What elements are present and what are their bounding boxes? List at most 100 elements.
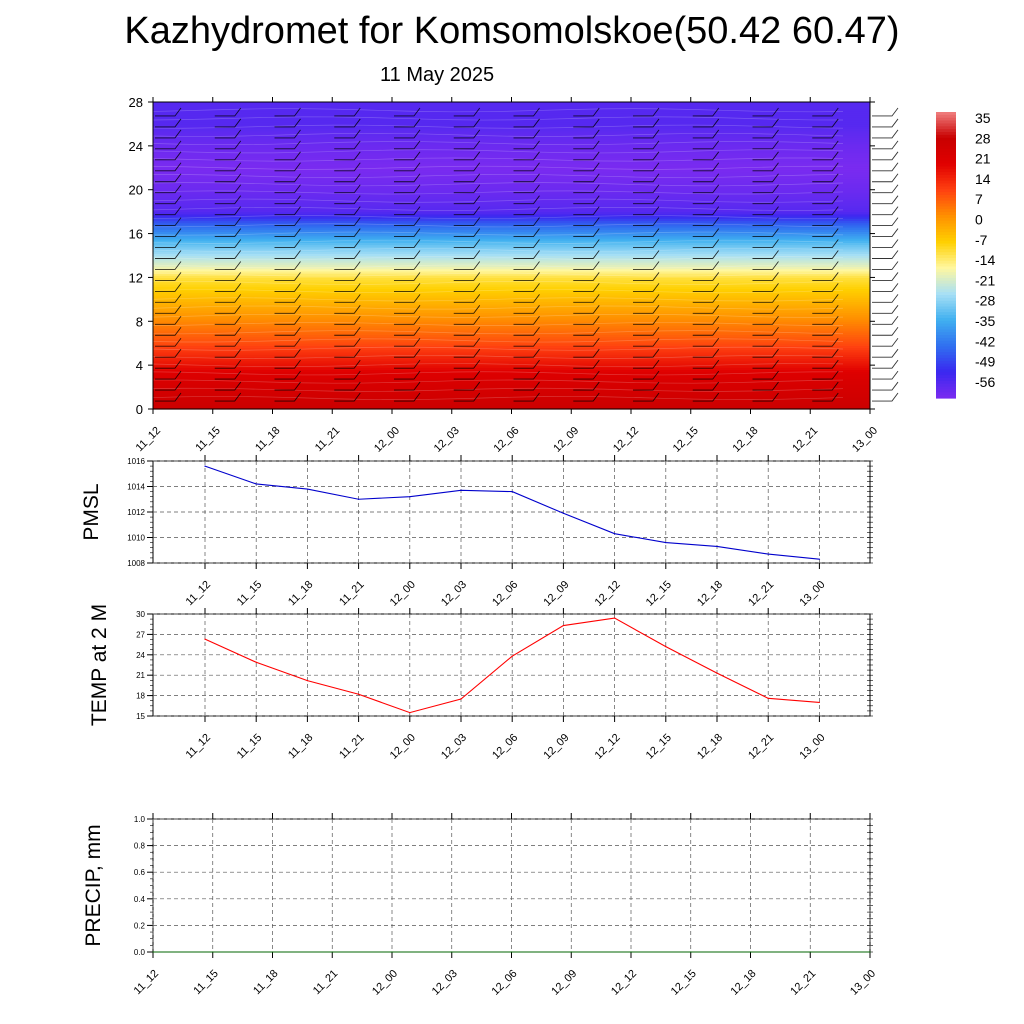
isoline bbox=[152, 396, 844, 400]
colorbar-swatch bbox=[936, 189, 956, 193]
heatmap-band bbox=[153, 376, 870, 379]
wind-barb bbox=[334, 272, 361, 281]
heatmap-band bbox=[153, 404, 870, 408]
wind-barb bbox=[633, 173, 660, 183]
wind-barb bbox=[274, 326, 301, 336]
colorbar-swatch bbox=[936, 372, 956, 376]
x-tick-label: 12_21 bbox=[746, 579, 776, 609]
colorbar-swatch bbox=[936, 169, 956, 173]
heatmap-band bbox=[153, 194, 870, 197]
isoline bbox=[152, 116, 844, 121]
wind-barb bbox=[453, 316, 481, 325]
wind-barb bbox=[155, 348, 182, 358]
colorbar-swatch bbox=[936, 149, 956, 153]
heatmap-band bbox=[153, 349, 870, 353]
wind-barb bbox=[274, 316, 301, 325]
heatmap-band bbox=[153, 244, 870, 248]
wind-barb bbox=[394, 261, 421, 270]
heatmap-band bbox=[153, 325, 870, 329]
wind-barb bbox=[633, 206, 660, 216]
wind-barb bbox=[453, 326, 481, 336]
heatmap-band bbox=[153, 224, 870, 228]
heatmap-band bbox=[153, 235, 870, 239]
wind-barb bbox=[573, 261, 600, 270]
wind-barb bbox=[692, 206, 720, 216]
wind-barb bbox=[453, 206, 481, 216]
wind-barb bbox=[274, 283, 301, 292]
wind-barb bbox=[155, 195, 182, 205]
colorbar-swatch bbox=[936, 263, 956, 268]
wind-barb bbox=[214, 272, 242, 281]
wind-barb bbox=[573, 283, 600, 292]
wind-barb bbox=[752, 195, 779, 205]
isoline bbox=[152, 215, 844, 220]
heatmap-band bbox=[153, 229, 870, 232]
wind-barb bbox=[752, 250, 779, 259]
heatmap-band bbox=[153, 123, 870, 127]
y-tick-label: 1014 bbox=[127, 483, 145, 492]
colorbar-swatch bbox=[936, 172, 956, 176]
heatmap-band bbox=[153, 139, 870, 143]
x-tick-label: 12_00 bbox=[372, 425, 402, 455]
wind-barb bbox=[155, 392, 182, 402]
wind-barb bbox=[812, 184, 839, 194]
colorbar-label: -49 bbox=[975, 354, 995, 370]
heatmap-band bbox=[153, 369, 870, 373]
wind-barb bbox=[394, 326, 421, 336]
isoline bbox=[152, 338, 844, 343]
wind-barb bbox=[513, 118, 540, 128]
wind-barb bbox=[812, 151, 839, 161]
heatmap-band bbox=[153, 141, 870, 145]
wind-barb bbox=[453, 294, 481, 303]
colorbar-swatch bbox=[936, 197, 956, 202]
colorbar-swatch bbox=[936, 357, 956, 362]
data-point bbox=[510, 951, 513, 953]
wind-barb bbox=[155, 129, 182, 139]
colorbar-swatch bbox=[936, 335, 956, 339]
heatmap-band bbox=[153, 253, 870, 257]
colorbar-swatch bbox=[936, 383, 956, 388]
wind-barb bbox=[394, 370, 421, 380]
isoline bbox=[152, 149, 844, 154]
wind-barb bbox=[394, 337, 421, 347]
wind-barb bbox=[155, 217, 182, 227]
colorbar-swatch bbox=[936, 209, 956, 213]
y-tick-label: 27 bbox=[136, 630, 145, 639]
colorbar-swatch bbox=[936, 283, 956, 288]
colorbar-swatch bbox=[936, 112, 956, 116]
wind-barb bbox=[872, 228, 899, 238]
colorbar-swatch bbox=[936, 237, 956, 242]
wind-barb bbox=[334, 151, 361, 161]
wind-barb bbox=[513, 381, 540, 391]
wind-barb bbox=[633, 129, 660, 139]
heatmap-band bbox=[153, 406, 870, 410]
heatmap-band bbox=[153, 301, 870, 305]
heatmap-band bbox=[153, 332, 870, 336]
colorbar-swatch bbox=[936, 337, 956, 342]
wind-barb bbox=[573, 337, 600, 347]
y-axis-title: PMSL bbox=[80, 483, 103, 540]
colorbar-swatch bbox=[936, 395, 956, 399]
page-title: Kazhydromet for Komsomolskoe(50.42 60.47… bbox=[124, 10, 900, 52]
colorbar-swatch bbox=[936, 146, 956, 150]
heatmap-band bbox=[153, 165, 870, 169]
wind-barb bbox=[274, 392, 301, 402]
wind-barb bbox=[394, 151, 421, 161]
heatmap-band bbox=[153, 341, 870, 344]
x-tick-label: 11_21 bbox=[313, 425, 343, 455]
wind-barb bbox=[872, 239, 899, 248]
wind-barb bbox=[752, 272, 779, 281]
x-tick-label: 11_15 bbox=[235, 732, 265, 762]
heatmap-band bbox=[153, 117, 870, 121]
heatmap-band bbox=[153, 384, 870, 388]
x-tick-label: 12_18 bbox=[731, 425, 761, 455]
wind-barb bbox=[155, 272, 182, 281]
data-point bbox=[614, 533, 616, 535]
wind-barb bbox=[334, 316, 361, 325]
wind-barb bbox=[274, 162, 301, 172]
heatmap-band bbox=[153, 310, 870, 314]
wind-barb bbox=[752, 359, 779, 369]
wind-barb bbox=[394, 195, 421, 205]
colorbar-swatch bbox=[936, 194, 956, 199]
wind-barb bbox=[394, 316, 421, 325]
